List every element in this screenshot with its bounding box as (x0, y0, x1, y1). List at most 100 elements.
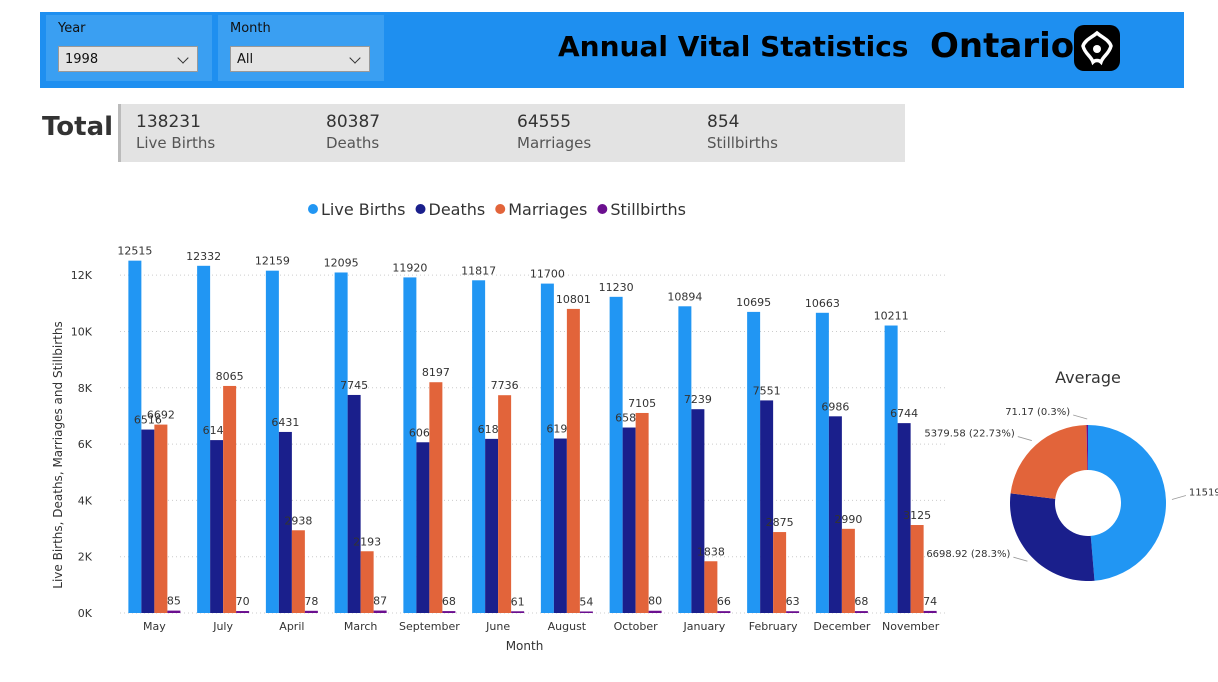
pie-title: Average (1055, 368, 1121, 387)
bar (498, 395, 512, 613)
bar (923, 610, 937, 613)
bar (442, 611, 456, 613)
x-tick-label: May (143, 620, 166, 633)
bar (717, 611, 731, 613)
x-axis-label: Month (506, 639, 544, 653)
x-tick-label: February (749, 620, 798, 633)
data-label: 2193 (353, 535, 381, 548)
pie-label: 71.17 (0.3%) (1005, 407, 1070, 418)
bar (747, 311, 761, 613)
bar (472, 280, 486, 613)
x-tick-label: December (813, 620, 871, 633)
bar (648, 610, 662, 613)
dropdown[interactable]: All (230, 46, 370, 72)
pie-label: 6698.92 (28.3%) (926, 549, 1010, 560)
leader-line (1171, 495, 1187, 500)
bar (511, 611, 525, 613)
data-label: 12332 (186, 250, 221, 263)
dropdown[interactable]: 1998 (58, 46, 198, 72)
pie-label: 11519.25 (48.67%) (1189, 487, 1218, 498)
data-label: 6744 (890, 407, 918, 420)
data-label: 68 (442, 595, 456, 608)
leader-line (1073, 414, 1088, 420)
bar (167, 610, 181, 613)
filter-label: Month (230, 21, 271, 36)
total-item: 80387 Deaths (326, 112, 380, 152)
data-label: 63 (786, 595, 800, 608)
x-tick-label: August (548, 620, 587, 633)
month-filter: Month All (218, 15, 384, 81)
data-label: 11700 (530, 268, 565, 281)
data-label: 12515 (117, 245, 152, 258)
bar (678, 306, 692, 613)
data-label: 87 (373, 595, 387, 608)
data-label: 7745 (340, 379, 368, 392)
bar (854, 611, 868, 613)
data-label: 7736 (491, 379, 519, 392)
data-label: 2990 (834, 513, 862, 526)
total-label: Marriages (517, 134, 592, 152)
pie-slice (1088, 425, 1167, 581)
bar (760, 400, 774, 613)
total-item: 138231 Live Births (136, 112, 215, 152)
legend-marker (415, 204, 426, 214)
legend-marker (495, 204, 506, 214)
data-label: 6516 (134, 414, 162, 427)
bar (265, 270, 279, 613)
x-tick-label: October (614, 620, 658, 633)
y-tick-label: 10K (71, 325, 93, 338)
logo (1074, 25, 1120, 71)
data-label: 6431 (271, 416, 299, 429)
data-label: 68 (854, 595, 868, 608)
legend-marker (308, 204, 318, 214)
bar (828, 416, 842, 613)
bar (841, 528, 855, 613)
data-label: 11817 (461, 264, 496, 277)
bar (210, 440, 224, 613)
bar (373, 610, 387, 613)
data-label: 54 (579, 595, 593, 608)
y-tick-label: 0K (78, 607, 93, 620)
bar (304, 610, 318, 613)
bar (566, 308, 580, 613)
total-label: Deaths (326, 134, 380, 152)
bar (154, 424, 168, 613)
bar (815, 312, 829, 613)
bar (773, 532, 787, 613)
year-filter: Year 1998 (46, 15, 212, 81)
data-label: 74 (923, 595, 937, 608)
legend-label: Marriages (508, 200, 587, 219)
bar (485, 438, 499, 613)
bar (236, 611, 250, 613)
bar (347, 394, 361, 613)
bar (579, 611, 593, 613)
data-label: 12095 (324, 256, 359, 269)
data-label: 8065 (216, 370, 244, 383)
data-label: 61 (511, 595, 525, 608)
data-label: 3125 (903, 509, 931, 522)
data-label: 10695 (736, 296, 771, 309)
y-tick-label: 4K (78, 494, 93, 507)
y-tick-label: 12K (71, 269, 93, 282)
x-tick-label: January (683, 620, 726, 633)
data-label: 6197 (546, 423, 574, 436)
y-tick-label: 2K (78, 551, 93, 564)
x-tick-label: July (212, 620, 233, 633)
data-label: 6986 (821, 400, 849, 413)
data-label: 85 (167, 595, 181, 608)
pie-slice (1010, 425, 1088, 499)
total-label: Live Births (136, 134, 216, 152)
data-label: 7239 (684, 393, 712, 406)
data-label: 1838 (697, 545, 725, 558)
bar (128, 260, 142, 613)
y-tick-label: 6K (78, 438, 93, 451)
bar (691, 409, 705, 613)
data-label: 6588 (615, 412, 643, 425)
bar (429, 382, 443, 613)
bar (910, 525, 924, 613)
data-label: 11920 (392, 261, 427, 274)
pie-slice (1086, 425, 1088, 471)
leader-line (1013, 556, 1028, 562)
total-item: 64555 Marriages (517, 112, 591, 152)
